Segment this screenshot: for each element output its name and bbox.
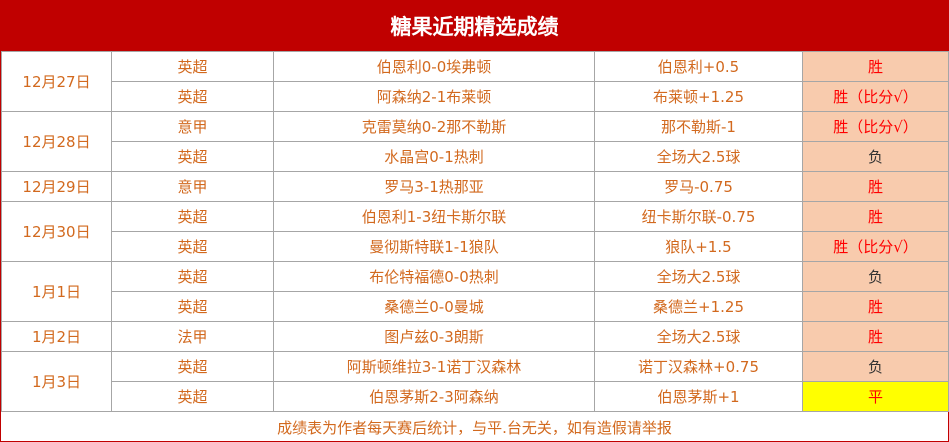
pick: 桑德兰+1.25 bbox=[594, 291, 803, 322]
pick: 全场大2.5球 bbox=[594, 261, 803, 292]
row: 英超 水晶宫0-1热刺 全场大2.5球负 bbox=[2, 141, 949, 172]
pick: 狼队+1.5 bbox=[594, 231, 803, 262]
match: 布伦特福德0-0热刺 bbox=[273, 261, 595, 292]
league: 英超 bbox=[111, 261, 274, 292]
result: 胜 bbox=[802, 201, 949, 232]
row: 英超 阿森纳2-1布莱顿 布莱顿+1.25 胜（比分√） bbox=[2, 81, 949, 112]
match: 曼彻斯特联1-1狼队 bbox=[273, 231, 595, 262]
league: 英超 bbox=[111, 201, 274, 232]
result: 负 bbox=[802, 141, 949, 172]
league: 意甲 bbox=[111, 171, 274, 202]
row: 英超 桑德兰0-0曼城 桑德兰+1.25 胜 bbox=[2, 291, 949, 322]
match: 罗马3-1热那亚 bbox=[273, 171, 595, 202]
date: 1月3日 bbox=[1, 351, 112, 412]
league: 英超 bbox=[111, 51, 274, 82]
pick: 全场大2.5球 bbox=[594, 321, 803, 352]
league: 英超 bbox=[111, 291, 274, 322]
row: 1月1日 英超 布伦特福德0-0热刺 全场大2.5球负 bbox=[1, 261, 949, 322]
result: 胜 bbox=[802, 171, 949, 202]
league: 英超 bbox=[111, 231, 274, 262]
league: 英超 bbox=[111, 141, 274, 172]
result: 负 bbox=[802, 351, 949, 382]
match: 克雷莫纳0-2那不勒斯 bbox=[273, 111, 595, 142]
date: 12月30日 bbox=[1, 201, 112, 262]
match: 水晶宫0-1热刺 bbox=[273, 141, 595, 172]
league: 法甲 bbox=[111, 321, 274, 352]
row: 1月2日 法甲 图卢兹0-3朗斯 全场大2.5球胜 bbox=[1, 321, 949, 352]
match: 伯恩利0-0埃弗顿 bbox=[273, 51, 595, 82]
date: 12月28日 bbox=[1, 111, 112, 172]
league: 英超 bbox=[111, 381, 274, 412]
pick: 伯恩茅斯+1 bbox=[594, 381, 803, 412]
date: 1月2日 bbox=[1, 321, 112, 352]
league: 英超 bbox=[111, 351, 274, 382]
league: 英超 bbox=[111, 81, 274, 112]
result: 胜 bbox=[802, 291, 949, 322]
result: 负 bbox=[802, 261, 949, 292]
pick: 全场大2.5球 bbox=[594, 141, 803, 172]
result: 胜 bbox=[802, 51, 949, 82]
league: 意甲 bbox=[111, 111, 274, 142]
match: 伯恩利1-3纽卡斯尔联 bbox=[273, 201, 595, 232]
result: 平 bbox=[802, 381, 949, 412]
row: 12月30日 英超 伯恩利1-3纽卡斯尔联 纽卡斯尔联-0.75 胜 bbox=[1, 201, 949, 262]
result: 胜（比分√） bbox=[802, 81, 949, 112]
pick: 纽卡斯尔联-0.75 bbox=[594, 201, 803, 232]
pick: 罗马-0.75 bbox=[594, 171, 803, 202]
row: 12月27日 英超 伯恩利0-0埃弗顿 伯恩利+0.5 胜 bbox=[1, 51, 949, 112]
row: 英超 曼彻斯特联1-1狼队 狼队+1.5 胜（比分√） bbox=[2, 231, 949, 262]
title: 糖果近期精选成绩 bbox=[1, 1, 948, 51]
date: 1月1日 bbox=[1, 261, 112, 322]
row: 英超 伯恩茅斯2-3阿森纳 伯恩茅斯+1 平 bbox=[2, 381, 949, 412]
pick: 诺丁汉森林+0.75 bbox=[594, 351, 803, 382]
pick: 伯恩利+0.5 bbox=[594, 51, 803, 82]
result: 胜（比分√） bbox=[802, 231, 949, 262]
row: 1月3日 英超 阿斯顿维拉3-1诺丁汉森林 诺丁汉森林+0.75 负 bbox=[1, 351, 949, 412]
match: 伯恩茅斯2-3阿森纳 bbox=[273, 381, 595, 412]
results-table: 12月27日 英超 伯恩利0-0埃弗顿 伯恩利+0.5 胜英超 阿森纳2-1布莱顿 布莱顿+… bbox=[1, 51, 949, 412]
result: 胜 bbox=[802, 321, 949, 352]
result: 胜（比分√） bbox=[802, 111, 949, 142]
pick: 那不勒斯-1 bbox=[594, 111, 803, 142]
match: 阿斯顿维拉3-1诺丁汉森林 bbox=[273, 351, 595, 382]
match: 阿森纳2-1布莱顿 bbox=[273, 81, 595, 112]
row: 12月29日 意甲 罗马3-1热那亚 罗马-0.75 胜 bbox=[1, 171, 949, 202]
date: 12月27日 bbox=[1, 51, 112, 112]
row: 12月28日 意甲 克雷莫纳0-2那不勒斯 那不勒斯-1 胜（比分√） bbox=[1, 111, 949, 172]
footer: 成绩表为作者每天赛后统计，与平.台无关，如有造假请举报 bbox=[277, 418, 672, 437]
match: 桑德兰0-0曼城 bbox=[273, 291, 595, 322]
date: 12月29日 bbox=[1, 171, 112, 202]
match: 图卢兹0-3朗斯 bbox=[273, 321, 595, 352]
pick: 布莱顿+1.25 bbox=[594, 81, 803, 112]
